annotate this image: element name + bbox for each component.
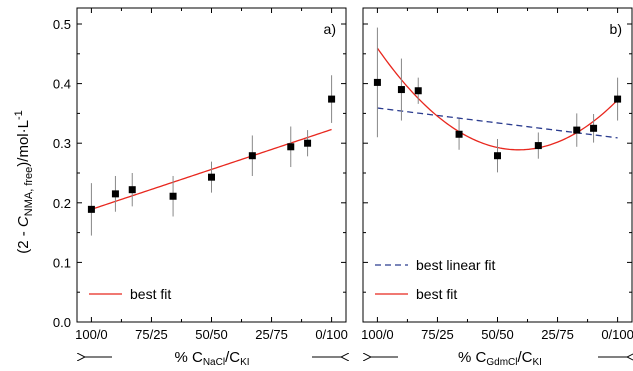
- data-point: [414, 87, 422, 95]
- panel-label: b): [610, 21, 622, 37]
- data-point: [494, 152, 501, 160]
- legend-entry: best fit: [416, 286, 457, 302]
- data-point: [128, 186, 136, 194]
- panel-a: 0.0 0.1 0.2 0.3 0.4 0.5 100/0 75/25 50/50 25/75 0/…: [53, 7, 348, 342]
- legend-entry: best fit: [130, 286, 171, 302]
- x-tick-label: 100/0: [75, 327, 108, 342]
- data-point: [111, 190, 119, 198]
- data-point: [248, 152, 256, 160]
- data-point: [373, 78, 381, 86]
- y-axis-label: (2 - CNMA, free)/mol·L-1: [13, 110, 35, 253]
- x-tick-label: 0/100: [315, 327, 348, 342]
- data-point: [208, 173, 215, 181]
- x-tick-label: 0/100: [601, 327, 633, 342]
- y-tick-label: 0.3: [53, 136, 71, 151]
- data-point: [328, 95, 336, 103]
- y-tick-label: 0.5: [53, 17, 71, 32]
- x-tick-label: 75/25: [421, 327, 454, 342]
- x-axis-label-b: % CGdmCl/CKI: [458, 349, 542, 368]
- x-tick-label: 75/25: [135, 327, 168, 342]
- y-tick-label: 0.2: [53, 196, 71, 211]
- x-tick-label: 100/0: [361, 327, 394, 342]
- x-tick-label: 25/75: [541, 327, 574, 342]
- data-point: [614, 95, 622, 103]
- data-point: [455, 130, 463, 138]
- y-tick-label: 0.1: [53, 255, 71, 270]
- x-axis-label-a: % CNaCl/CKI: [174, 349, 249, 368]
- legend-entry: best linear fit: [416, 257, 495, 273]
- x-tick-label: 50/50: [481, 327, 514, 342]
- data-point: [397, 86, 405, 94]
- x-tick-label: 50/50: [195, 327, 228, 342]
- y-tick-label: 0.4: [53, 77, 71, 92]
- panel-b: 100/0 75/25 50/50 25/75 0/100 b) best linear f…: [361, 7, 633, 342]
- panel-label: a): [324, 21, 336, 37]
- data-point: [169, 192, 177, 200]
- data-point: [590, 124, 598, 132]
- fit-line-best-fit: [376, 47, 619, 151]
- fit-line-best-linear-fit: [377, 107, 618, 139]
- data-point: [304, 139, 312, 147]
- data-point: [287, 143, 295, 151]
- x-tick-label: 25/75: [255, 327, 288, 342]
- data-point: [87, 205, 95, 213]
- y-tick-label: 0.0: [53, 315, 71, 330]
- data-point: [534, 142, 542, 150]
- data-point: [573, 126, 581, 134]
